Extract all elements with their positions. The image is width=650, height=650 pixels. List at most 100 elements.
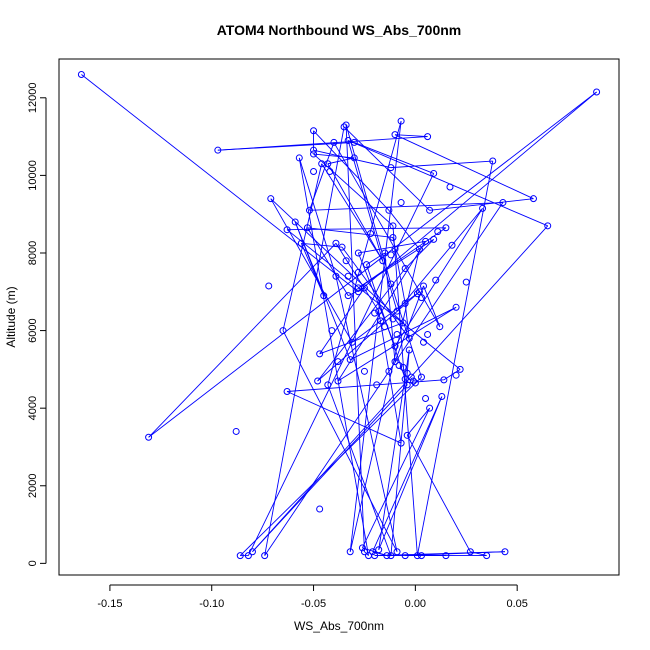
data-point (438, 393, 446, 401)
series-line-segment (264, 202, 504, 556)
series-line-segment (351, 291, 420, 343)
data-point (350, 138, 358, 146)
data-point (452, 371, 460, 379)
data-point (310, 146, 318, 154)
series-line-segment (423, 285, 441, 327)
series-line-segment (313, 153, 394, 227)
x-tick-label: 0.05 (506, 598, 527, 610)
data-point (409, 377, 417, 385)
series-line-segment (327, 384, 392, 556)
data-point (399, 363, 407, 371)
x-tick-label: -0.15 (97, 598, 122, 610)
data-point (385, 367, 393, 375)
series-line-segment (81, 74, 359, 293)
data-point (393, 330, 401, 338)
data-point (489, 157, 497, 165)
series-line-segment (345, 124, 365, 552)
data-point (244, 552, 252, 560)
data-point (342, 121, 350, 129)
data-point (338, 243, 346, 251)
series-line-segment (287, 379, 444, 392)
series-line-segment (396, 208, 483, 312)
data-point (413, 552, 421, 560)
data-point (381, 249, 389, 257)
data-point (529, 195, 537, 203)
data-point (405, 346, 413, 354)
series-line-segment (429, 198, 534, 211)
x-tick-label: 0.00 (405, 598, 426, 610)
data-point (342, 257, 350, 265)
data-point (417, 552, 425, 560)
chart-title: ATOM4 Northbound WS_Abs_700nm (217, 22, 462, 38)
series-line-segment (388, 210, 420, 250)
x-tick-label: -0.10 (199, 598, 224, 610)
x-axis: -0.15 -0.10 -0.05 0.00 0.05 (97, 584, 528, 610)
series-line-segment (390, 283, 422, 378)
data-point (424, 133, 432, 141)
data-point (391, 342, 399, 350)
series-line-segment (287, 227, 446, 231)
data-point (371, 309, 379, 317)
data-point (360, 367, 368, 375)
y-tick-label: 6000 (27, 318, 39, 342)
data-point (389, 233, 397, 241)
series-line-segment (390, 160, 493, 169)
data-point (393, 307, 401, 315)
series-line-segment (148, 242, 337, 438)
series-line-segment (148, 91, 597, 438)
data-point (403, 431, 411, 439)
series-line-segment (362, 407, 431, 549)
data-point (303, 224, 311, 232)
data-point (316, 350, 324, 358)
data-point (417, 294, 425, 302)
series-line-segment (307, 227, 349, 296)
data-point (479, 204, 487, 212)
data-point (334, 377, 342, 385)
series-line-segment (282, 163, 323, 331)
data-point (350, 154, 358, 162)
data-point (236, 552, 244, 560)
series-line-segment (327, 120, 402, 386)
data-point (407, 373, 415, 381)
data-point (362, 261, 370, 269)
data-point (383, 552, 391, 560)
data-point (261, 552, 269, 560)
series-line-segment (327, 157, 355, 165)
data-point (456, 365, 464, 373)
data-point (310, 168, 318, 176)
y-tick-label: 12000 (27, 83, 39, 114)
data-point (397, 439, 405, 447)
series-line-segment (313, 130, 390, 211)
data-point (377, 317, 385, 325)
data-point (348, 338, 356, 346)
y-tick-label: 0 (27, 560, 39, 566)
data-point (332, 272, 340, 280)
series-line-segment (372, 396, 443, 552)
data-point (328, 327, 336, 335)
data-point (360, 284, 368, 292)
y-tick-label: 4000 (27, 396, 39, 420)
data-point (344, 292, 352, 300)
data-point (401, 299, 409, 307)
data-point (417, 373, 425, 381)
data-point (283, 387, 291, 395)
data-point (295, 154, 303, 162)
data-point (358, 544, 366, 552)
data-point (375, 307, 383, 315)
series-line-segment (394, 134, 428, 138)
y-axis-label: Altitude (m) (4, 286, 18, 347)
data-point (344, 136, 352, 144)
data-point (369, 548, 377, 556)
data-point (267, 195, 275, 203)
data-point (462, 278, 470, 286)
series-line-segment (366, 252, 386, 266)
series-line-segment (247, 173, 435, 556)
data-point (499, 199, 507, 207)
data-point (360, 548, 368, 556)
series-line-segment (298, 157, 337, 277)
data-point (440, 376, 448, 384)
series-line-segment (313, 149, 392, 169)
series-line-segment (349, 121, 402, 552)
data-point (346, 548, 354, 556)
data-point (391, 245, 399, 253)
